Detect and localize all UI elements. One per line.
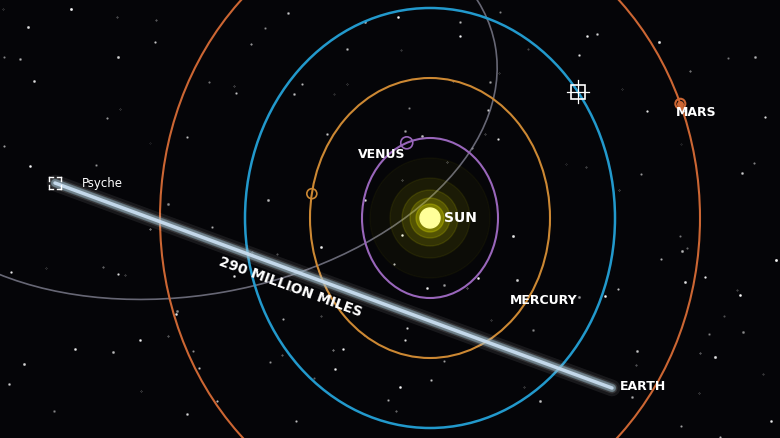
Circle shape bbox=[410, 198, 450, 238]
Bar bbox=[571, 85, 585, 99]
Circle shape bbox=[402, 190, 458, 246]
Text: 290 MILLION MILES: 290 MILLION MILES bbox=[217, 254, 363, 319]
Text: SUN: SUN bbox=[444, 211, 477, 225]
Text: MERCURY: MERCURY bbox=[510, 293, 578, 307]
Text: VENUS: VENUS bbox=[358, 148, 406, 162]
Text: MARS: MARS bbox=[676, 106, 717, 119]
Circle shape bbox=[416, 204, 444, 232]
Text: EARTH: EARTH bbox=[620, 379, 666, 392]
Circle shape bbox=[390, 178, 470, 258]
Text: Psyche: Psyche bbox=[82, 177, 123, 190]
Circle shape bbox=[420, 208, 440, 228]
